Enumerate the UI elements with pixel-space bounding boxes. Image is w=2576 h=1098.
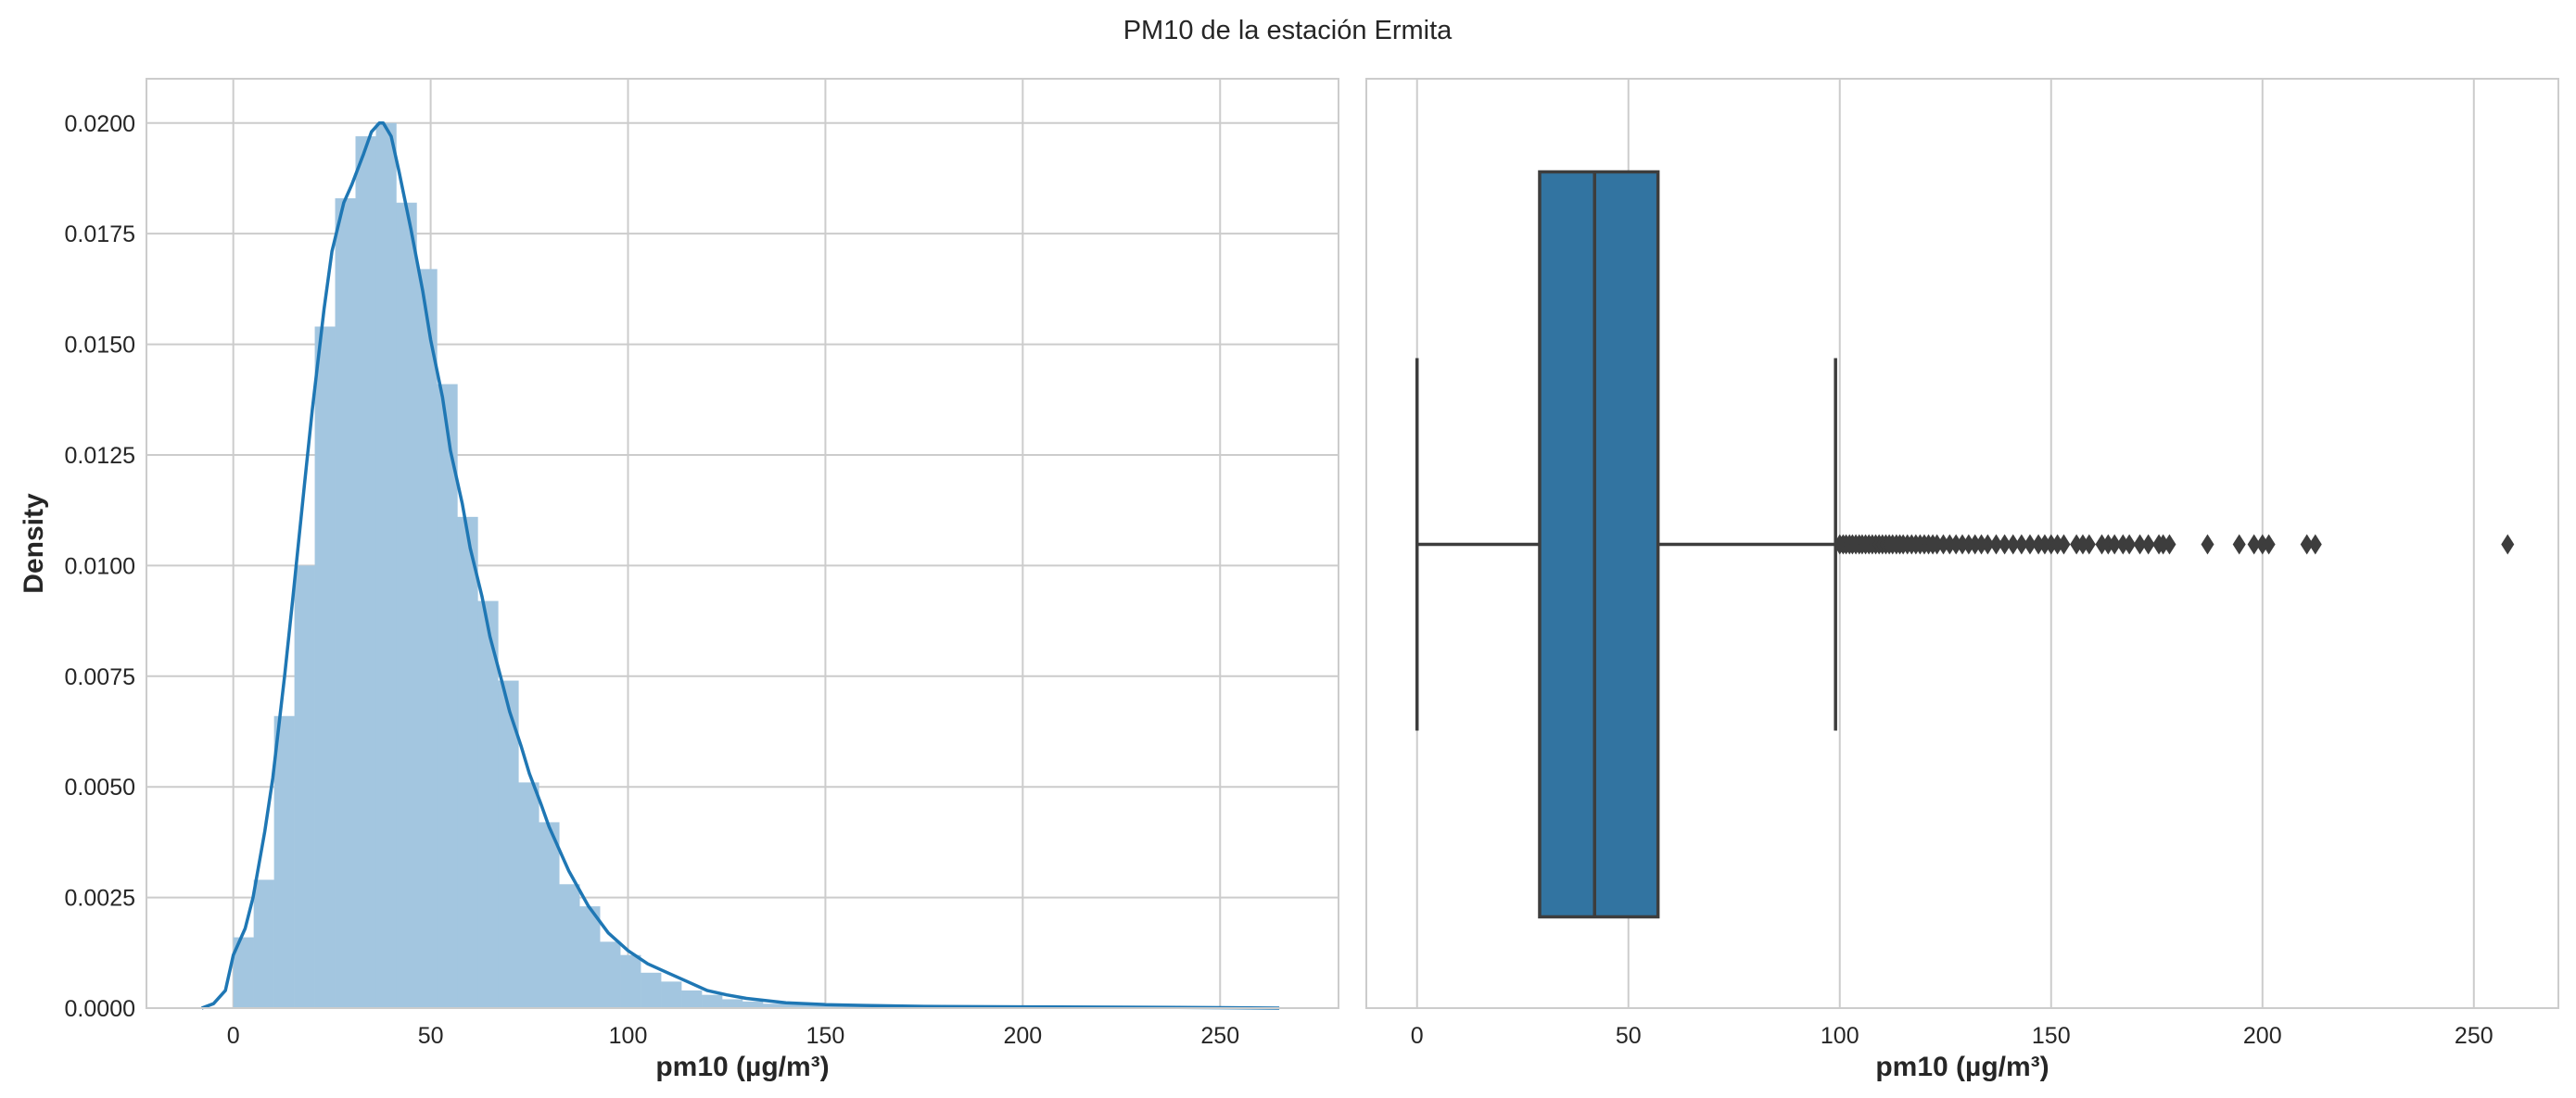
x-tick-label: 250 (1200, 1023, 1239, 1049)
histogram-bar (477, 600, 499, 1008)
histogram-panel: 0 50 100 150 200 250 0.0000 0.0025 0.0050 0.0075 0… (19, 78, 1339, 1082)
y-tick-label: 0.0050 (65, 775, 135, 801)
y-tick-label: 0.0125 (65, 443, 135, 469)
histogram-bar (437, 384, 458, 1008)
histogram-bar (620, 954, 641, 1008)
figure-title: PM10 de la estación Ermita (1123, 16, 1453, 45)
outlier-point (2308, 534, 2322, 555)
outlier-point (2014, 534, 2028, 555)
histogram-bar (233, 937, 254, 1008)
outlier-point (2262, 534, 2276, 555)
outlier-point (2163, 534, 2176, 555)
outlier-point (2300, 534, 2314, 555)
iqr-box (1538, 170, 1660, 919)
y-axis-label: Density (19, 493, 49, 594)
axes-frame (146, 78, 1339, 1009)
histogram-bar (559, 884, 580, 1008)
outlier-point (1981, 534, 1995, 555)
outlier-point (2006, 534, 2020, 555)
x-axis-label: pm10 (µg/m³) (1875, 1052, 2049, 1082)
x-tick-label: 50 (418, 1023, 444, 1049)
histogram-bar (661, 981, 682, 1008)
y-tick-label: 0.0075 (65, 664, 135, 690)
x-tick-label: 150 (2032, 1023, 2071, 1049)
histogram-bar (782, 1003, 805, 1008)
outlier-point (2247, 534, 2261, 555)
outlier-point (2057, 534, 2071, 555)
x-tick-label: 250 (2455, 1023, 2494, 1049)
histogram-bar (681, 990, 703, 1008)
histogram-bar (600, 941, 621, 1008)
histogram-bar (396, 202, 417, 1008)
histogram-bar (803, 1004, 825, 1008)
outlier-point (1998, 534, 2011, 555)
histogram-bar (722, 999, 743, 1008)
histogram-bar (375, 122, 397, 1008)
histogram-bar (273, 715, 295, 1008)
outlier-point (2141, 534, 2155, 555)
x-tick-label: 200 (1003, 1023, 1042, 1049)
histogram-bar (457, 516, 478, 1008)
y-tick-label: 0.0175 (65, 221, 135, 247)
histogram-bar (539, 822, 560, 1008)
histogram-bar (702, 994, 723, 1008)
x-tick-label: 0 (1411, 1023, 1424, 1049)
y-tick-label: 0.0000 (65, 996, 135, 1022)
x-tick-label: 100 (609, 1023, 648, 1049)
outlier-point (2232, 534, 2246, 555)
histogram-bar (823, 1005, 845, 1008)
y-tick-label: 0.0150 (65, 333, 135, 359)
histogram-bar (518, 782, 539, 1008)
histogram-bar (498, 680, 519, 1008)
y-tick-label: 0.0200 (65, 111, 135, 137)
histogram-bar (579, 906, 601, 1008)
histogram-bar (314, 326, 336, 1008)
x-tick-label: 0 (227, 1023, 240, 1049)
histogram-bar (641, 972, 662, 1008)
histogram-bar (294, 565, 315, 1008)
boxplot-panel: 0 50 100 150 200 250 pm10 (µg/m³) (1365, 78, 2559, 1082)
histogram-bar (762, 1003, 784, 1008)
x-tick-label: 100 (1821, 1023, 1859, 1049)
histogram-bar (355, 136, 376, 1009)
outlier-point (2108, 534, 2122, 555)
kde-line (200, 121, 1280, 1010)
x-axis-label: pm10 (µg/m³) (655, 1052, 829, 1082)
outlier-point (2082, 534, 2096, 555)
axes-frame (1365, 78, 2559, 1009)
histogram-bar (742, 1001, 764, 1008)
outlier-point (1989, 534, 2003, 555)
x-tick-label: 150 (806, 1023, 845, 1049)
outlier-point (2023, 534, 2037, 555)
x-tick-label: 50 (1616, 1023, 1642, 1049)
outlier-point (2501, 534, 2515, 555)
outlier-point (2133, 534, 2147, 555)
histogram-bar (253, 879, 274, 1008)
y-tick-label: 0.0100 (65, 553, 135, 579)
histogram-bar (335, 197, 356, 1008)
outlier-point (2123, 534, 2137, 555)
y-tick-label: 0.0025 (65, 886, 135, 912)
histogram-bar (416, 269, 438, 1008)
x-tick-label: 200 (2243, 1023, 2282, 1049)
histogram-bar (844, 1005, 866, 1008)
outlier-point (2201, 534, 2214, 555)
